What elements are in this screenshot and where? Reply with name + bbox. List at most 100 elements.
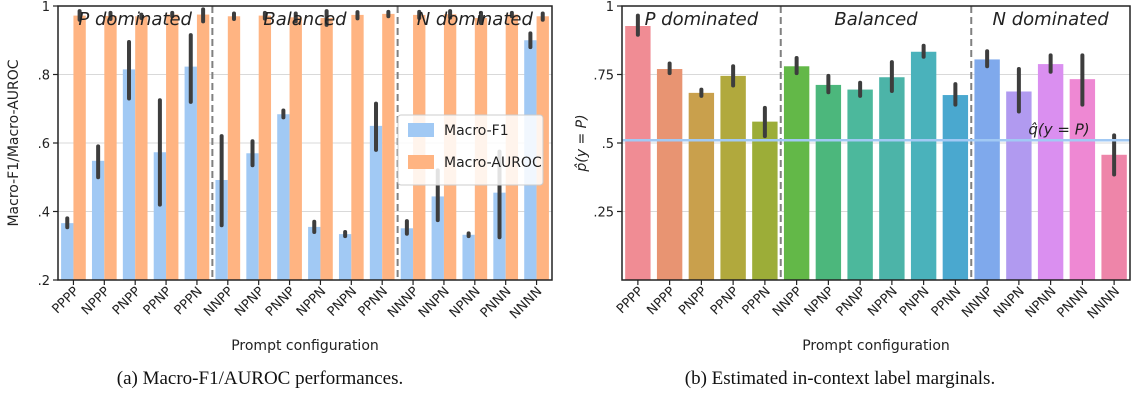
reference-line-label: q̂(y = P) [1028, 120, 1089, 138]
group-label: P dominated [645, 9, 759, 30]
bar-macro-f1-nnnp [400, 228, 414, 280]
y-tick-label: .4 [38, 206, 50, 221]
x-tick-label: NPNN [1023, 284, 1060, 321]
x-tick-label: NNPN [991, 284, 1028, 321]
x-tick-label: NNPN [416, 284, 453, 321]
bar-macro-auroc-pppn [196, 14, 210, 280]
x-tick-label: NPNP [232, 284, 268, 320]
legend-label-macro-f1: Macro-F1 [444, 123, 509, 139]
group-label: P dominated [78, 9, 192, 30]
bar-pnpn [910, 51, 937, 281]
x-tick-label: PPNP [708, 284, 742, 318]
y-axis-label: Macro-F1/Macro-AUROC [6, 59, 22, 226]
bar-pnnn [1069, 79, 1096, 281]
x-axis-label: Prompt configuration [802, 338, 950, 354]
group-label: Balanced [263, 9, 347, 30]
x-tick-label: PPPP [614, 284, 647, 317]
bar-pnpp [688, 92, 715, 280]
y-tick-label: .8 [38, 69, 50, 84]
bar-macro-f1-ppnn [369, 125, 383, 280]
bar-ppnp [720, 75, 746, 281]
x-tick-label: PNPP [676, 284, 710, 318]
x-tick-label: PPPN [172, 284, 206, 318]
x-tick-label: PPNN [356, 284, 391, 319]
bar-npnp [815, 84, 842, 280]
bar-macro-auroc-nppp [104, 15, 117, 281]
x-tick-label: NNPP [770, 284, 806, 320]
bar-macro-auroc-pnpn [351, 14, 364, 281]
x-tick-label: PNNN [478, 284, 515, 321]
bar-pnnp [847, 89, 873, 280]
bar-macro-auroc-pnpp [135, 16, 148, 281]
y-tick-label: 1 [606, 0, 614, 15]
bar-nnpn [1006, 91, 1032, 280]
x-tick-label: NNPP [201, 284, 237, 320]
x-tick-label: PNNP [263, 284, 299, 320]
x-axis-label: Prompt configuration [231, 338, 379, 354]
x-tick-label: NPPP [79, 284, 113, 318]
bar-macro-f1-ppnp [153, 152, 167, 280]
group-label: N dominated [993, 9, 1110, 30]
bar-macro-f1-pnpn [338, 234, 352, 280]
x-tick-label: PPPN [740, 284, 774, 318]
x-tick-label: PNNN [1054, 284, 1091, 321]
legend-swatch-macro-auroc [408, 155, 434, 169]
x-tick-label: NPNN [447, 284, 484, 321]
x-tick-label: PNPP [110, 284, 144, 318]
bar-macro-auroc-ppnn [382, 13, 395, 280]
bar-macro-auroc-pppp [73, 15, 86, 281]
y-tick-label: .25 [593, 206, 614, 221]
x-tick-label: NPPN [294, 284, 329, 319]
bar-macro-f1-pppp [61, 223, 74, 280]
bar-nnpp [783, 66, 810, 280]
left-caption: (a) Macro-F1/AUROC performances. [117, 368, 404, 389]
x-tick-label: PPNP [141, 284, 175, 318]
bar-macro-f1-nppp [91, 160, 105, 280]
right-panel: q̂(y = P).25.5.751PPPPNPPPPNPPPPNPPPPNNN… [574, 0, 1131, 354]
y-tick-label: .6 [38, 137, 50, 152]
bar-macro-auroc-ppnp [166, 14, 179, 280]
x-tick-label: NPNP [802, 284, 838, 320]
bar-nppp [656, 69, 683, 281]
x-tick-label: NPPP [644, 284, 678, 318]
right-caption: (b) Estimated in-context label marginals… [685, 368, 995, 389]
y-tick-label: .2 [38, 274, 50, 289]
bar-ppnn [942, 95, 969, 280]
y-axis-label: p̂(y = P) [574, 114, 590, 172]
left-panel: .2.4.6.81PPPPNPPPPNPPPPNPPPPNNNPPNPNPPNN… [6, 0, 553, 354]
x-tick-label: NNNP [959, 284, 996, 321]
x-tick-label: PNPN [897, 284, 932, 319]
y-tick-label: .75 [593, 69, 614, 84]
bar-nppn [879, 77, 905, 281]
x-tick-label: PNNP [833, 284, 869, 320]
bar-macro-f1-nppn [308, 226, 321, 280]
x-tick-label: PPPP [49, 284, 82, 317]
x-tick-label: NNNP [385, 284, 422, 321]
bar-macro-f1-pnnp [277, 114, 290, 280]
group-label: N dominated [417, 9, 534, 30]
x-tick-label: NNNN [507, 284, 545, 322]
legend-label-macro-auroc: Macro-AUROC [444, 155, 542, 171]
x-tick-label: PPNN [929, 284, 964, 319]
x-tick-label: PNPN [325, 284, 360, 319]
bar-pppp [625, 26, 651, 281]
bar-macro-auroc-nnpp [227, 16, 241, 281]
y-tick-label: .5 [602, 137, 614, 152]
bar-macro-auroc-npnp [258, 15, 272, 281]
x-tick-label: NNNN [1085, 284, 1123, 322]
bar-macro-f1-npnn [462, 234, 475, 280]
group-label: Balanced [834, 9, 918, 30]
legend-box [397, 114, 544, 186]
y-tick-label: 1 [42, 0, 50, 15]
bar-macro-f1-pnpp [122, 69, 136, 280]
bar-macro-f1-pppn [184, 66, 197, 280]
bar-macro-auroc-pnnp [289, 17, 302, 281]
legend-swatch-macro-f1 [408, 123, 434, 137]
x-tick-label: NPPN [865, 284, 900, 319]
bar-macro-f1-npnp [246, 153, 259, 280]
bar-npnn [1037, 64, 1064, 280]
bar-pppn [752, 121, 778, 281]
bar-macro-auroc-nppn [320, 17, 333, 281]
bar-macro-f1-nnpp [215, 179, 228, 280]
